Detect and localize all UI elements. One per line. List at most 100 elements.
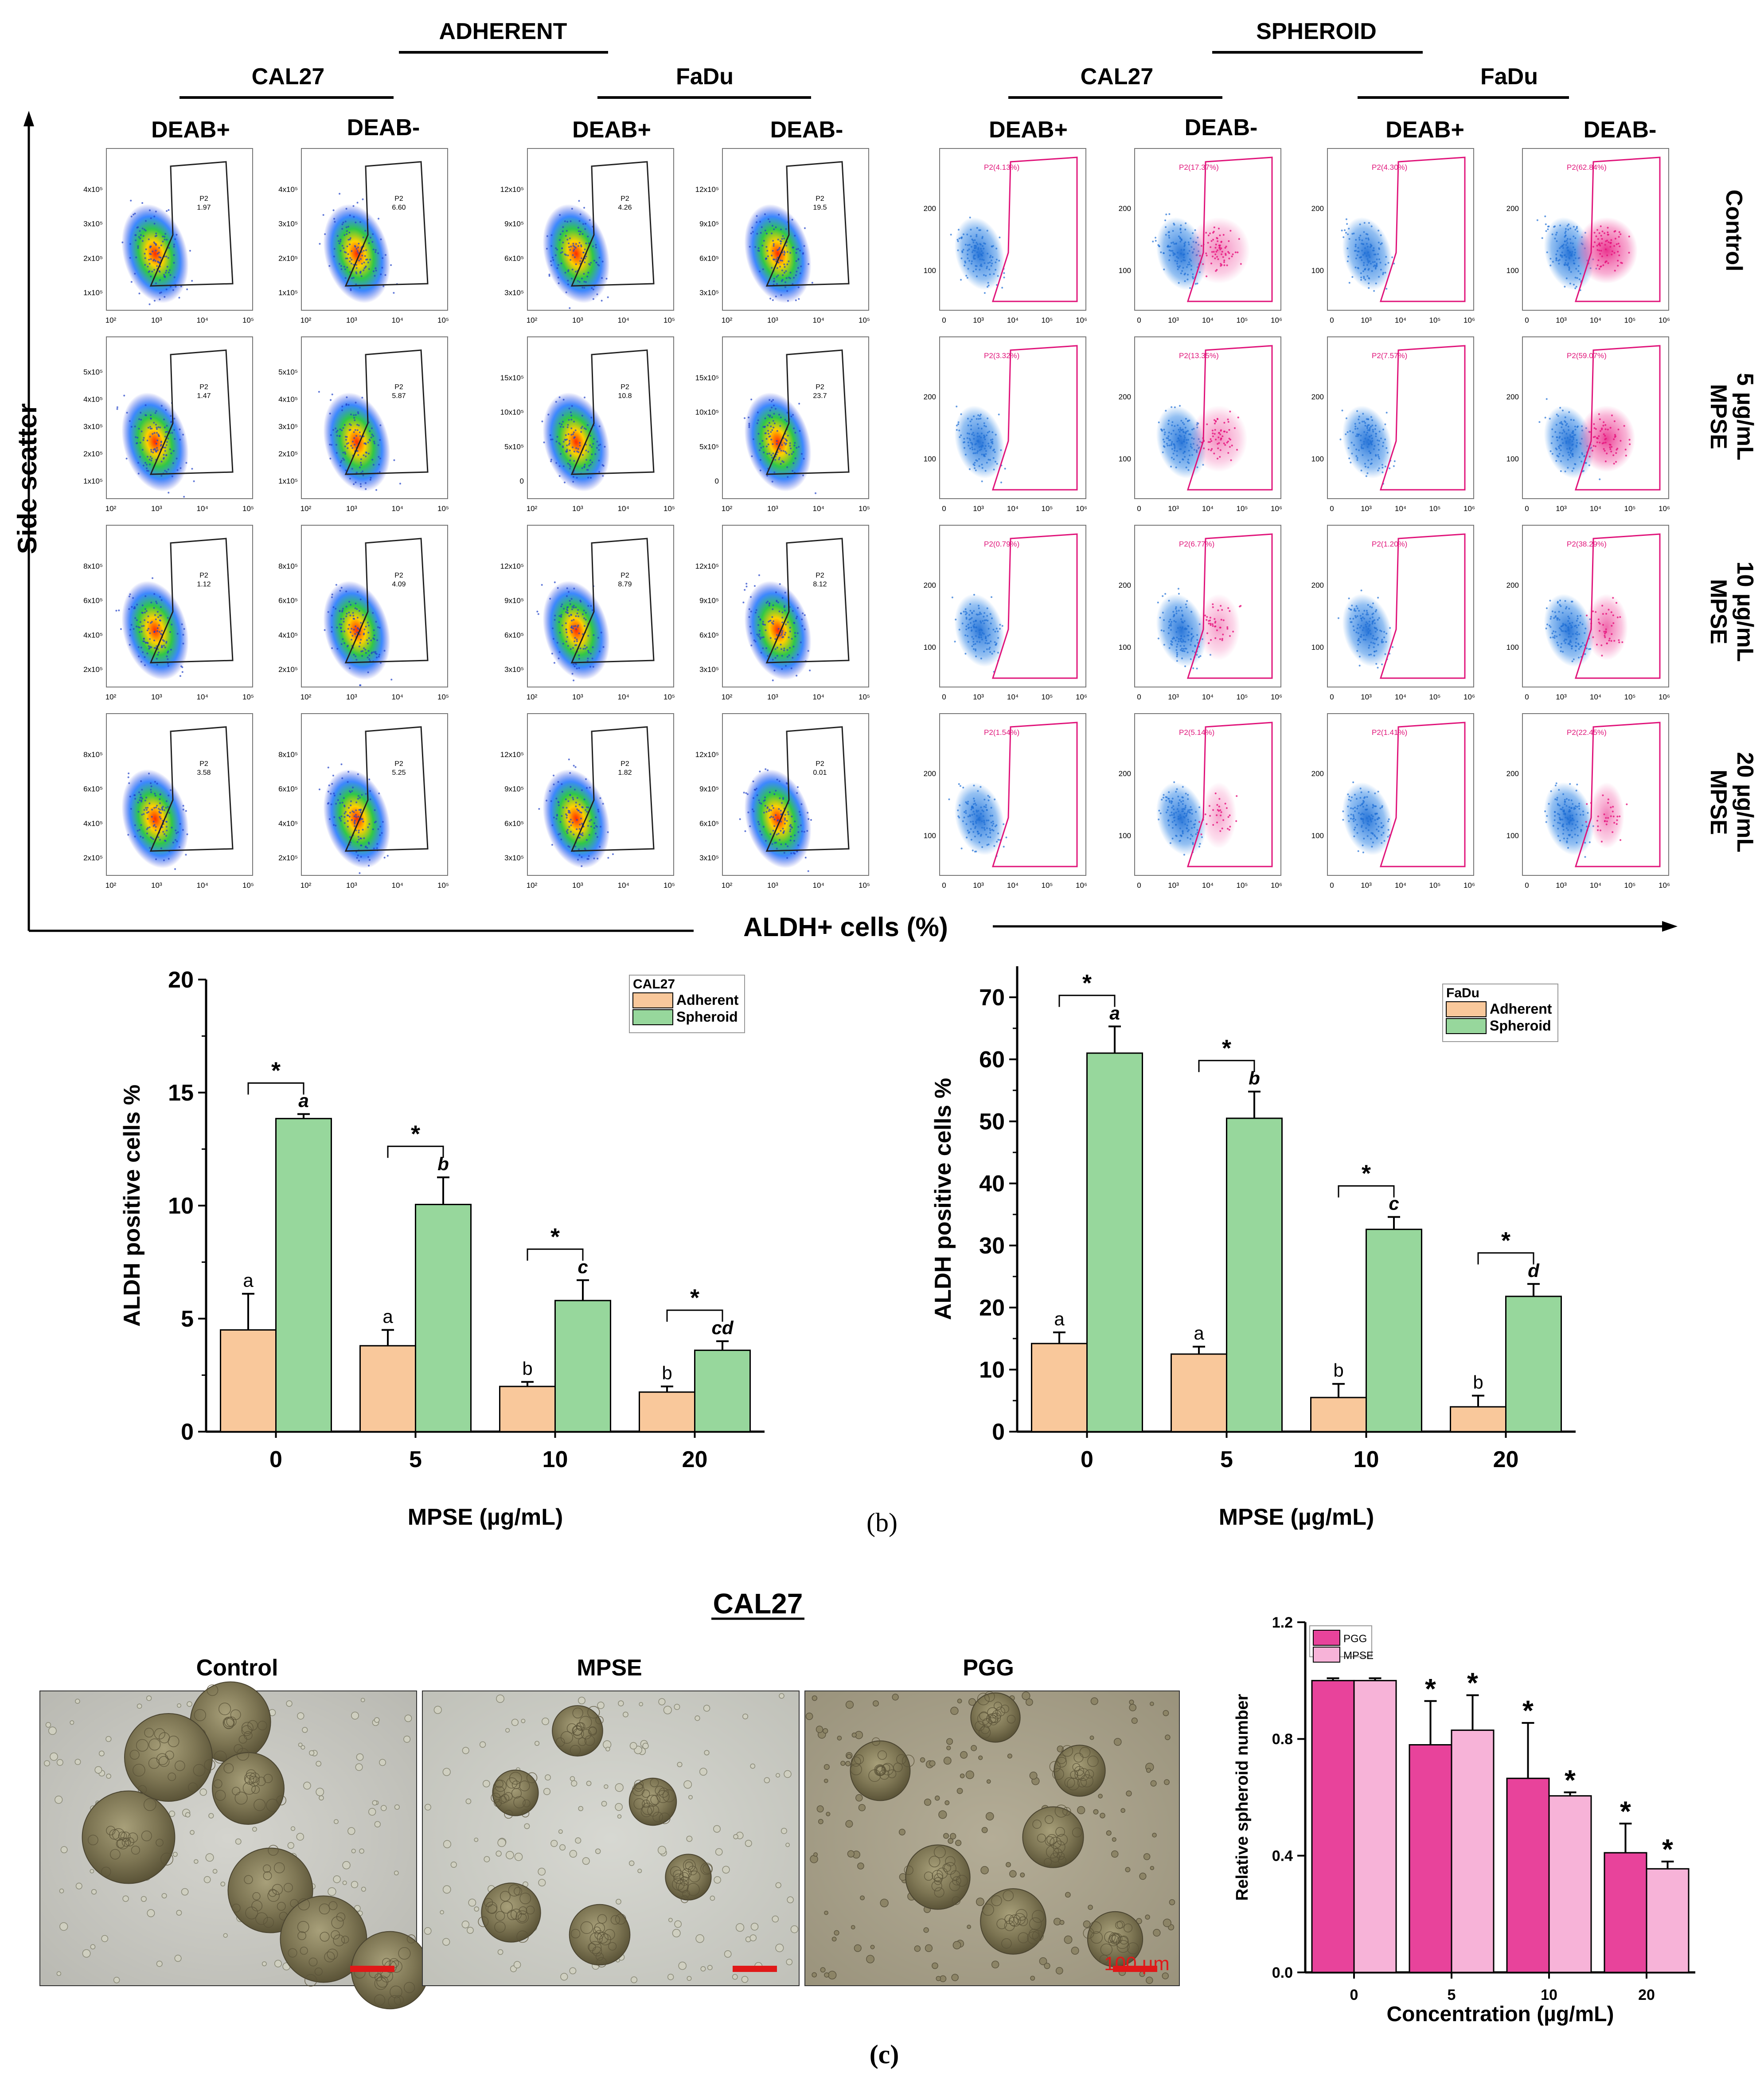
event-dot: [1557, 259, 1560, 262]
event-dot: [785, 442, 787, 445]
event-dot: [1575, 632, 1577, 635]
x-tick-label: 0: [1330, 504, 1334, 513]
event-dot: [994, 825, 996, 828]
event-dot: [769, 808, 771, 811]
event-dot: [1362, 800, 1364, 802]
event-dot: [1553, 635, 1556, 637]
event-dot: [1365, 625, 1367, 628]
event-dot: [765, 629, 767, 631]
event-dot: [565, 611, 567, 613]
event-dot: [752, 231, 754, 233]
event-dot: [771, 616, 773, 618]
event-dot: [330, 793, 332, 795]
event-dot: [363, 262, 365, 264]
event-dot: [1354, 827, 1356, 829]
event-dot: [772, 299, 774, 301]
event-dot: [1577, 230, 1579, 232]
event-dot: [978, 255, 980, 258]
event-dot: [358, 832, 360, 834]
event-dot: [1569, 622, 1571, 625]
event-dot: [980, 786, 982, 788]
event-dot: [165, 269, 168, 272]
density-core: [744, 204, 812, 303]
event-dot: [590, 605, 592, 607]
event-dot: [960, 413, 962, 415]
event-dot: [336, 431, 338, 433]
event-dot: [1561, 612, 1564, 614]
gated-event-dot: [1601, 605, 1604, 607]
event-dot: [1173, 781, 1175, 783]
event-dot: [569, 468, 571, 470]
event-dot: [537, 613, 539, 615]
event-dot: [560, 605, 562, 608]
event-dot: [748, 422, 750, 425]
event-dot: [1171, 827, 1174, 829]
event-dot: [193, 480, 195, 482]
gated-event-dot: [1210, 262, 1213, 265]
event-dot: [357, 412, 359, 414]
event-dot: [354, 819, 356, 821]
event-dot: [989, 273, 991, 276]
event-dot: [995, 644, 997, 646]
event-dot: [773, 825, 776, 827]
event-dot: [1375, 435, 1377, 437]
event-dot: [1363, 262, 1365, 264]
event-dot: [584, 644, 586, 647]
event-dot: [140, 430, 143, 433]
event-dot: [1556, 641, 1558, 644]
event-dot: [1180, 253, 1182, 255]
event-dot: [1568, 799, 1570, 801]
event-dot: [140, 660, 142, 663]
event-dot: [331, 626, 333, 629]
gated-event-dot: [1227, 452, 1229, 454]
event-dot: [350, 800, 352, 802]
event-dot: [993, 273, 995, 275]
event-dot: [774, 657, 777, 659]
event-dot: [1180, 420, 1183, 422]
event-dot: [796, 792, 798, 794]
event-dot: [803, 457, 805, 460]
gated-event-dot: [1208, 622, 1210, 625]
gated-event-dot: [1609, 446, 1611, 449]
event-dot: [607, 857, 609, 859]
event-dot: [987, 253, 989, 255]
event-dot: [1345, 232, 1347, 234]
gated-event-dot: [1628, 252, 1630, 254]
event-dot: [160, 606, 162, 608]
x-tick-label: 10²: [722, 504, 733, 513]
event-dot: [166, 431, 168, 433]
event-dot: [1575, 445, 1577, 448]
gated-event-dot: [1216, 249, 1218, 251]
gated-event-dot: [1603, 433, 1605, 435]
event-dot: [587, 272, 589, 274]
event-dot: [576, 828, 578, 830]
event-dot: [749, 596, 752, 598]
event-dot: [991, 431, 994, 433]
event-dot: [1378, 440, 1380, 442]
gate-value: 19.5: [813, 204, 827, 211]
y-tick-label: 15x10⁵: [695, 374, 719, 382]
event-dot: [1576, 442, 1578, 444]
event-dot: [1567, 818, 1569, 820]
event-dot: [581, 414, 583, 417]
event-dot: [1175, 242, 1177, 245]
event-dot: [1192, 842, 1194, 844]
event-dot: [1580, 645, 1582, 647]
y-tick-label: 200: [1119, 581, 1131, 590]
event-dot: [983, 633, 985, 635]
x-tick-label: 10³: [1361, 504, 1372, 513]
event-dot: [1559, 259, 1561, 261]
event-dot: [343, 630, 346, 632]
event-dot: [565, 291, 567, 293]
event-dot: [1364, 463, 1366, 465]
event-dot: [1356, 808, 1358, 810]
event-dot: [349, 423, 351, 425]
event-dot: [1574, 277, 1577, 279]
event-dot: [1344, 229, 1346, 231]
event-dot: [379, 471, 381, 473]
x-tick-label: 10³: [1168, 693, 1179, 701]
event-dot: [1181, 628, 1183, 630]
event-dot: [1599, 478, 1601, 480]
event-dot: [369, 237, 371, 239]
